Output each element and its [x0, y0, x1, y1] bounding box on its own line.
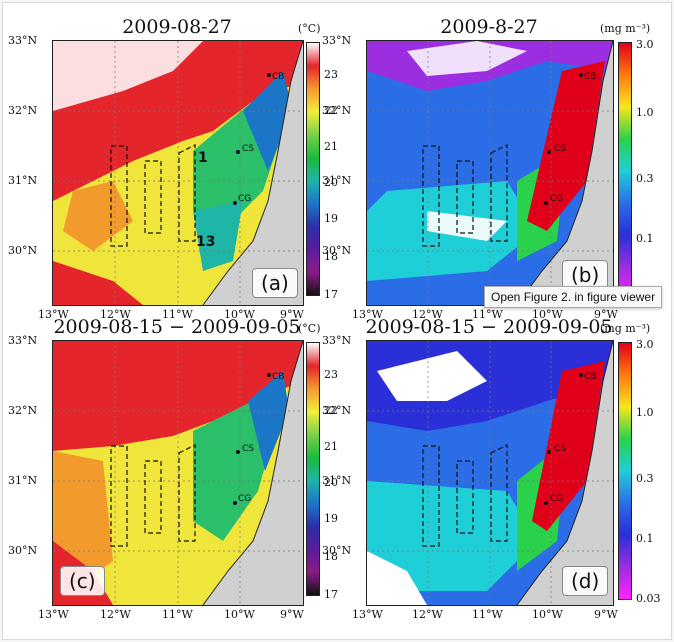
lat-tick: 33°N	[8, 34, 38, 47]
lat-tick: 32°N	[322, 404, 352, 417]
lat-tick: 30°N	[322, 244, 352, 257]
annotation-label: 13	[196, 234, 216, 250]
station-label: CG	[238, 194, 252, 204]
lon-tick: 10°W	[224, 608, 255, 621]
lon-tick: 11°W	[472, 308, 503, 321]
panel-title: 2009-08-15 − 2009-09-05	[53, 316, 301, 338]
lon-tick: 10°W	[532, 608, 563, 621]
lon-tick: 12°W	[100, 608, 131, 621]
lon-tick: 12°W	[412, 608, 443, 621]
panel-title: 2009-08-27	[122, 16, 232, 38]
colorbar-tick: 0.03	[636, 592, 661, 605]
annotation-label: 1	[198, 150, 208, 166]
lon-tick: 9°W	[594, 608, 618, 621]
colorbar-tick: 23	[324, 368, 338, 381]
colorbar-tick: 1.0	[636, 406, 654, 419]
lat-tick: 30°N	[8, 544, 38, 557]
colorbar-tick: 22	[324, 104, 338, 117]
lon-tick: 13°W	[38, 308, 69, 321]
station-label: CS	[242, 144, 254, 154]
station-label: CS	[554, 444, 566, 454]
lon-tick: 10°W	[532, 308, 563, 321]
lon-tick: 9°W	[280, 608, 304, 621]
sst-map-graphic	[53, 41, 303, 305]
colorbar-tick: 21	[324, 440, 338, 453]
colorbar-tick: 20	[324, 176, 338, 189]
lat-tick: 31°N	[8, 174, 38, 187]
colorbar-unit: (°C)	[298, 22, 321, 35]
chlorophyll-map	[366, 40, 614, 306]
chlorophyll-map-graphic	[367, 341, 613, 605]
colorbar-tick: 17	[324, 288, 338, 301]
lat-tick: 32°N	[8, 104, 38, 117]
station-label: CB	[272, 372, 285, 382]
chl-colorbar	[618, 342, 632, 600]
panel-label: (b)	[562, 260, 609, 290]
panel-label: (c)	[60, 566, 105, 596]
colorbar-tick: 3.0	[636, 338, 654, 351]
lon-tick: 13°W	[352, 308, 383, 321]
colorbar-tick: 20	[324, 476, 338, 489]
colorbar-tick: 0.3	[636, 472, 654, 485]
lat-tick: 31°N	[322, 474, 352, 487]
panel-label: (a)	[252, 268, 298, 298]
sst-map	[52, 40, 304, 306]
colorbar-tick: 18	[324, 550, 338, 563]
colorbar-unit: (°C)	[298, 322, 321, 335]
colorbar-tick: 17	[324, 588, 338, 601]
colorbar-tick: 3.0	[636, 38, 654, 51]
lat-tick: 31°N	[8, 474, 38, 487]
colorbar-tick: 0.3	[636, 172, 654, 185]
colorbar-tick: 22	[324, 404, 338, 417]
sst-map	[52, 340, 304, 606]
station-label: CS	[242, 444, 254, 454]
colorbar-tick: 19	[324, 512, 338, 525]
lon-tick: 11°W	[472, 608, 503, 621]
colorbar-tick: 0.1	[636, 532, 654, 545]
station-label: CS	[554, 144, 566, 154]
station-label: CG	[550, 494, 564, 504]
figure-viewer-tooltip[interactable]: Open Figure 2. in figure viewer	[484, 286, 663, 308]
lat-tick: 33°N	[8, 334, 38, 347]
lon-tick: 13°W	[352, 608, 383, 621]
lat-tick: 33°N	[322, 334, 352, 347]
sst-map-graphic	[53, 341, 303, 605]
lon-tick: 12°W	[412, 308, 443, 321]
lat-tick: 30°N	[8, 244, 38, 257]
panel-title: 2009-08-15 − 2009-09-05	[365, 316, 613, 338]
lat-tick: 31°N	[322, 174, 352, 187]
colorbar-tick: 23	[324, 68, 338, 81]
chlorophyll-map	[366, 340, 614, 606]
colorbar-tick: 21	[324, 140, 338, 153]
station-label: CG	[238, 494, 252, 504]
lat-tick: 32°N	[322, 104, 352, 117]
colorbar-tick: 18	[324, 250, 338, 263]
chlorophyll-map-graphic	[367, 41, 613, 305]
station-label: CB	[584, 72, 597, 82]
sst-colorbar	[306, 342, 320, 596]
station-label: CB	[584, 372, 597, 382]
colorbar-tick: 0.1	[636, 232, 654, 245]
lon-tick: 10°W	[224, 308, 255, 321]
sst-colorbar	[306, 42, 320, 296]
colorbar-tick: 1.0	[636, 106, 654, 119]
panel-label: (d)	[562, 566, 609, 596]
chl-colorbar	[618, 42, 632, 300]
lat-tick: 30°N	[322, 544, 352, 557]
lat-tick: 32°N	[8, 404, 38, 417]
lat-tick: 33°N	[322, 34, 352, 47]
colorbar-tick: 19	[324, 212, 338, 225]
lon-tick: 12°W	[100, 308, 131, 321]
colorbar-unit: (mg m⁻³)	[600, 322, 651, 335]
lon-tick: 9°W	[280, 308, 304, 321]
lon-tick: 11°W	[162, 308, 193, 321]
lon-tick: 9°W	[594, 308, 618, 321]
colorbar-unit: (mg m⁻³)	[600, 22, 651, 35]
station-label: CB	[272, 72, 285, 82]
lon-tick: 11°W	[162, 608, 193, 621]
panel-title: 2009-8-27	[440, 16, 538, 38]
lon-tick: 13°W	[38, 608, 69, 621]
station-label: CG	[550, 194, 564, 204]
